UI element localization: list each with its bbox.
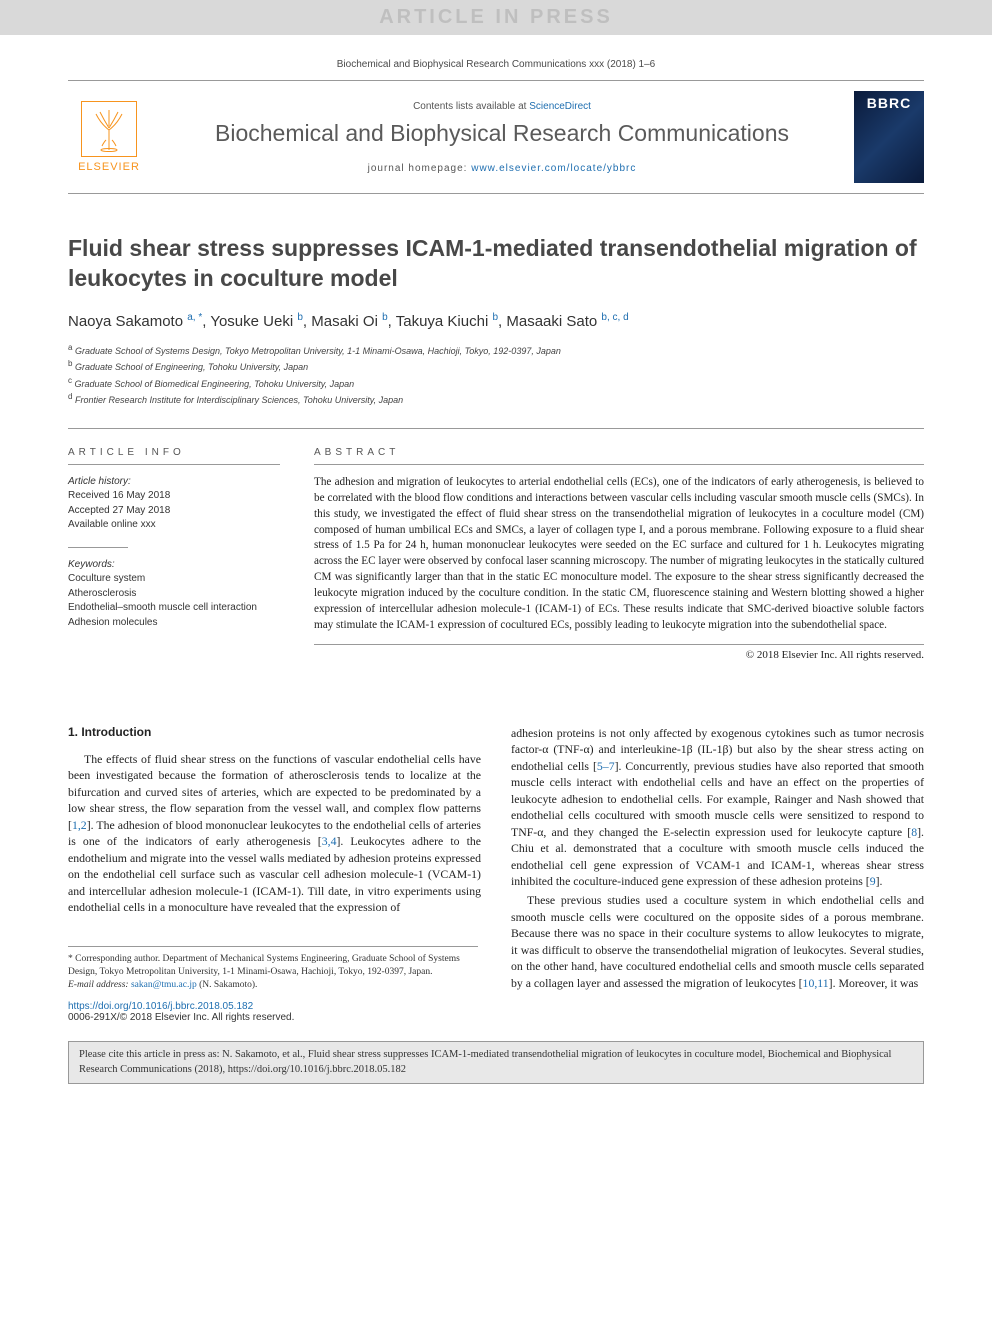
cover-abbrev: BBRC (867, 95, 911, 111)
contents-available-line: Contents lists available at ScienceDirec… (413, 101, 591, 112)
body-col-left: 1. Introduction The effects of fluid she… (68, 725, 481, 1024)
author: Masaaki Sato b, c, d (506, 313, 628, 330)
intro-para-1-cont: adhesion proteins is not only affected b… (511, 725, 924, 890)
info-separator (68, 547, 128, 548)
elsevier-logo: ELSEVIER (68, 91, 150, 183)
online-date: Available online xxx (68, 518, 280, 533)
info-abstract-row: ARTICLE INFO Article history: Received 1… (68, 428, 924, 661)
keyword: Adhesion molecules (68, 616, 280, 631)
keyword: Endothelial–smooth muscle cell interacti… (68, 601, 280, 616)
author: Yosuke Ueki b (210, 313, 303, 330)
abstract-text: The adhesion and migration of leukocytes… (314, 475, 924, 645)
homepage-line: journal homepage: www.elsevier.com/locat… (368, 163, 637, 174)
keyword: Atherosclerosis (68, 587, 280, 602)
article-info-column: ARTICLE INFO Article history: Received 1… (68, 429, 280, 661)
accepted-date: Accepted 27 May 2018 (68, 504, 280, 519)
corresponding-footnote: * Corresponding author. Department of Me… (68, 946, 478, 991)
elsevier-tree-icon (81, 101, 137, 157)
header-center: Contents lists available at ScienceDirec… (150, 91, 854, 183)
email-who: (N. Sakamoto). (199, 980, 257, 990)
received-date: Received 16 May 2018 (68, 489, 280, 504)
citation-footer: Please cite this article in press as: N.… (68, 1041, 924, 1083)
body-col-right: adhesion proteins is not only affected b… (511, 725, 924, 1024)
history-label: Article history: (68, 475, 280, 490)
sciencedirect-link[interactable]: ScienceDirect (529, 101, 591, 112)
section-1-title: 1. Introduction (68, 725, 481, 739)
affiliation: b Graduate School of Engineering, Tohoku… (68, 358, 924, 375)
page-content: Biochemical and Biophysical Research Com… (0, 35, 992, 1023)
keyword: Coculture system (68, 572, 280, 587)
abstract-column: ABSTRACT The adhesion and migration of l… (314, 429, 924, 661)
keywords-label: Keywords: (68, 558, 280, 573)
top-citation: Biochemical and Biophysical Research Com… (68, 59, 924, 70)
intro-para-2: These previous studies used a coculture … (511, 892, 924, 991)
abstract-copyright: © 2018 Elsevier Inc. All rights reserved… (314, 649, 924, 661)
doi-link[interactable]: https://doi.org/10.1016/j.bbrc.2018.05.1… (68, 1001, 253, 1012)
affiliation: c Graduate School of Biomedical Engineer… (68, 375, 924, 392)
keywords-block: Keywords: Coculture systemAtherosclerosi… (68, 558, 280, 631)
journal-cover-thumb: BBRC (854, 91, 924, 183)
journal-header: ELSEVIER Contents lists available at Sci… (68, 80, 924, 194)
article-info-heading: ARTICLE INFO (68, 447, 280, 465)
affiliation: d Frontier Research Institute for Interd… (68, 391, 924, 408)
author: Naoya Sakamoto a, * (68, 313, 202, 330)
author-list: Naoya Sakamoto a, *, Yosuke Ueki b, Masa… (68, 312, 924, 330)
journal-name: Biochemical and Biophysical Research Com… (215, 120, 789, 147)
corresponding-text: * Corresponding author. Department of Me… (68, 953, 478, 979)
abstract-heading: ABSTRACT (314, 447, 924, 465)
homepage-link[interactable]: www.elsevier.com/locate/ybbrc (471, 163, 636, 174)
intro-para-1: The effects of fluid shear stress on the… (68, 751, 481, 916)
author: Takuya Kiuchi b (396, 313, 498, 330)
doi-block: https://doi.org/10.1016/j.bbrc.2018.05.1… (68, 1001, 481, 1023)
contents-pre: Contents lists available at (413, 101, 529, 112)
issn-copyright: 0006-291X/© 2018 Elsevier Inc. All right… (68, 1012, 294, 1023)
homepage-pre: journal homepage: (368, 163, 472, 174)
affiliations: a Graduate School of Systems Design, Tok… (68, 342, 924, 408)
corresponding-email[interactable]: sakan@tmu.ac.jp (131, 980, 197, 990)
affiliation: a Graduate School of Systems Design, Tok… (68, 342, 924, 359)
body-columns: 1. Introduction The effects of fluid she… (68, 725, 924, 1024)
author: Masaki Oi b (311, 313, 387, 330)
email-label: E-mail address: (68, 980, 129, 990)
article-title: Fluid shear stress suppresses ICAM-1-med… (68, 234, 924, 294)
elsevier-wordmark: ELSEVIER (78, 161, 140, 173)
article-in-press-banner: ARTICLE IN PRESS (0, 0, 992, 35)
article-history: Article history: Received 16 May 2018 Ac… (68, 475, 280, 533)
